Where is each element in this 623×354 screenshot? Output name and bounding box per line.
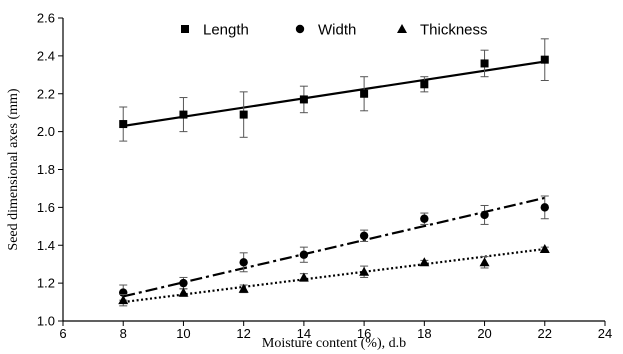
legend: Length Width Thickness — [181, 22, 488, 39]
x-tick-label: 10 — [176, 326, 190, 341]
legend-width-label: Width — [318, 22, 356, 39]
thickness-point — [419, 257, 430, 267]
chart-marks — [118, 38, 550, 307]
width-point — [420, 214, 429, 223]
thickness-point — [178, 287, 189, 297]
width-point — [359, 231, 369, 240]
thickness-trend-line — [123, 247, 545, 304]
x-tick-label: 20 — [477, 326, 491, 341]
thickness-point — [238, 283, 249, 293]
y-tick-label: 2.4 — [37, 48, 55, 63]
y-tick-label: 1.0 — [37, 314, 55, 329]
y-tick-label: 2.6 — [37, 11, 55, 26]
width-point — [179, 278, 188, 288]
series-width — [119, 195, 549, 301]
thickness-point — [359, 266, 370, 276]
length-point — [179, 110, 188, 119]
x-tick-label: 22 — [538, 326, 552, 341]
length-point — [119, 120, 128, 129]
legend-width-marker — [295, 24, 305, 34]
width-point — [299, 250, 309, 259]
legend-thickness-marker — [397, 24, 407, 33]
length-point — [360, 89, 369, 98]
thickness-point — [298, 272, 309, 282]
width-trend-line — [122, 196, 546, 298]
y-axis-title: Seed dimensional axes (mm) — [6, 88, 21, 250]
x-tick-label: 8 — [120, 326, 127, 341]
y-tick-label: 2.2 — [37, 86, 55, 101]
thickness-point — [118, 295, 129, 305]
y-tick-label: 1.4 — [37, 238, 55, 253]
legend-thickness-label: Thickness — [420, 22, 488, 39]
width-point — [480, 210, 489, 220]
length-point — [480, 59, 489, 68]
legend-length-label: Length — [203, 22, 249, 39]
length-point — [239, 110, 248, 119]
width-point — [540, 203, 549, 212]
length-point — [540, 55, 549, 64]
series-thickness — [118, 244, 550, 307]
legend-length-marker — [181, 25, 189, 33]
axes: 6 8 10 12 14 16 18 20 22 24 1.0 1.2 1.4 1.6 1.8 2.0 2.2 2… — [37, 11, 612, 342]
x-tick-label: 18 — [417, 326, 431, 341]
x-tick-label: 16 — [357, 326, 371, 341]
y-tick-label: 1.6 — [37, 200, 55, 215]
width-point — [239, 258, 248, 267]
x-tick-label: 24 — [598, 326, 612, 341]
y-tick-label: 2.0 — [37, 124, 55, 139]
y-tick-label: 1.2 — [37, 276, 55, 291]
x-tick-label: 12 — [236, 326, 250, 341]
length-trend-line — [123, 60, 545, 128]
x-axis-title: Moisture content (%), d.b — [262, 336, 406, 351]
thickness-point — [479, 257, 490, 267]
x-tick-label: 6 — [59, 326, 66, 341]
x-tick-label: 14 — [297, 326, 311, 341]
thickness-point — [539, 244, 550, 254]
y-tick-label: 1.8 — [37, 162, 55, 177]
length-point — [420, 80, 429, 89]
series-length — [119, 38, 549, 142]
length-point — [299, 95, 308, 104]
